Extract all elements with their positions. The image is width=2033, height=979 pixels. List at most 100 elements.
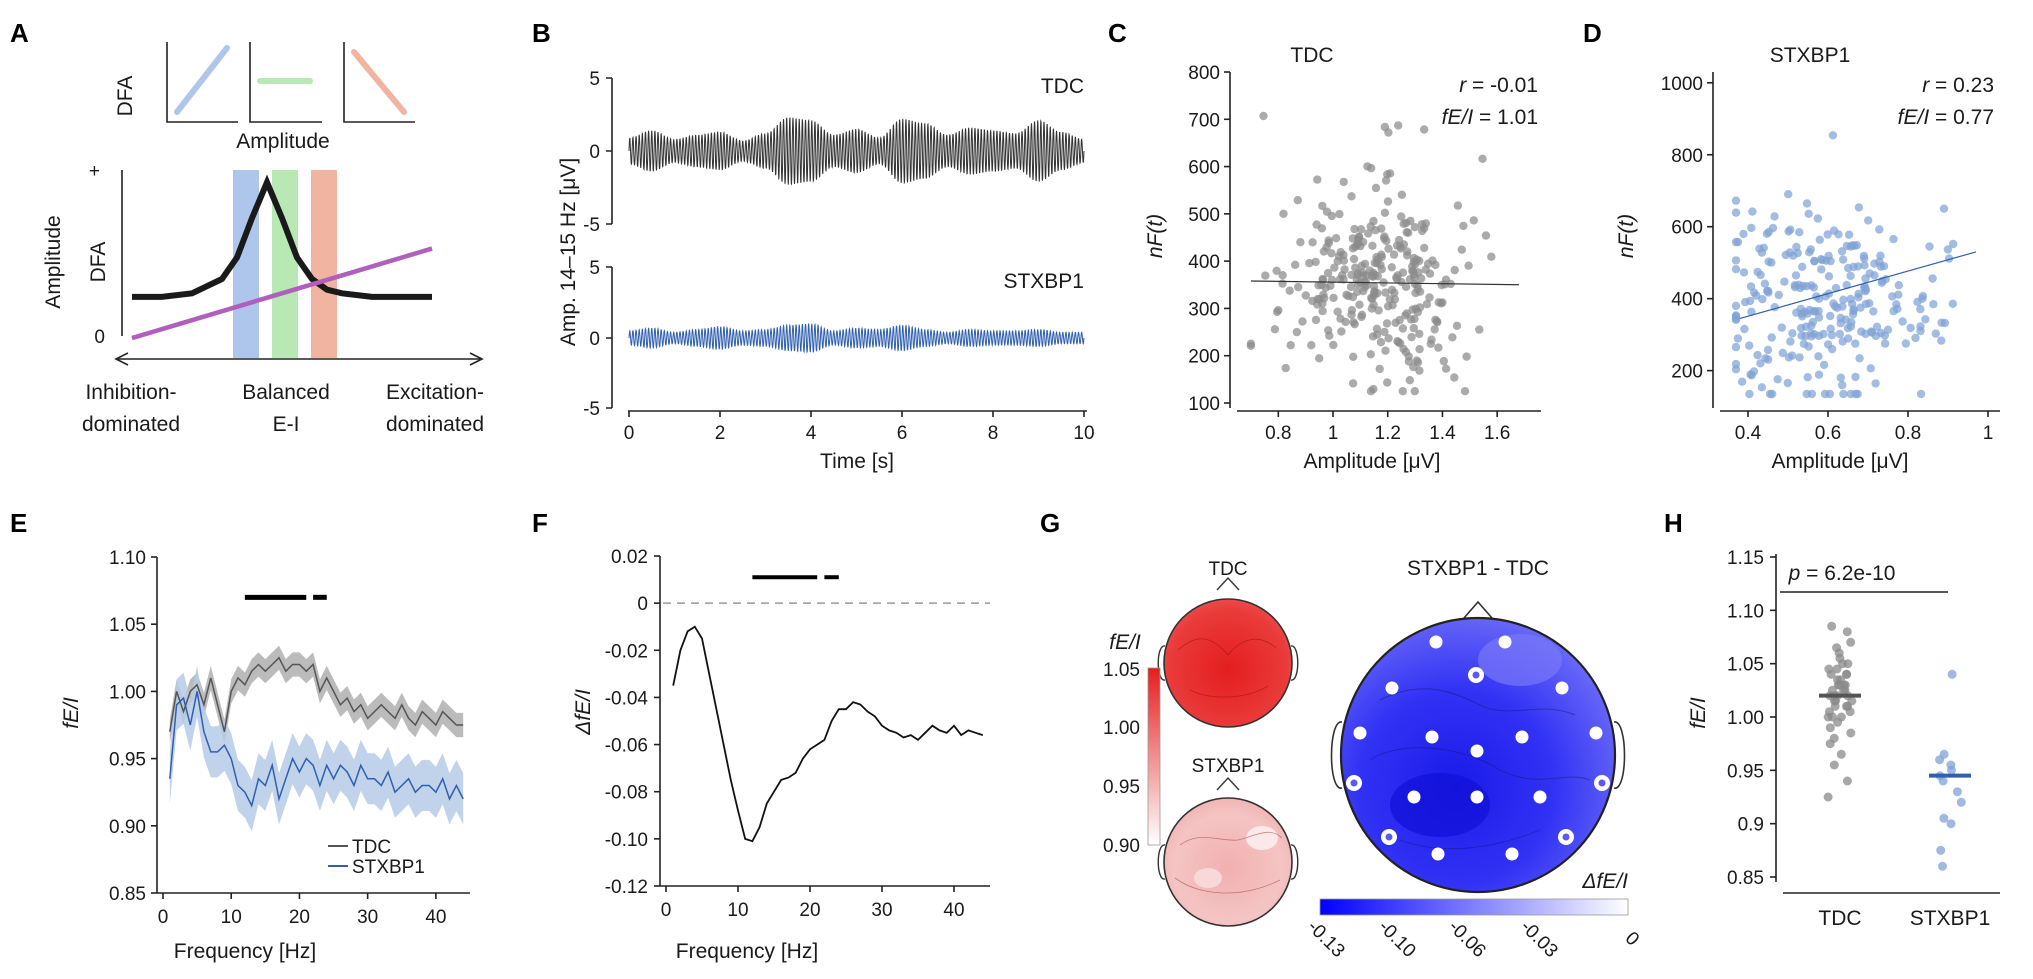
c-data-point bbox=[1323, 268, 1333, 278]
c-data-point bbox=[1350, 320, 1359, 329]
electrode-ring-center bbox=[1472, 671, 1480, 679]
c-data-point bbox=[1398, 324, 1408, 333]
c-data-point bbox=[1319, 247, 1329, 256]
d-data-point bbox=[1797, 331, 1806, 340]
d-data-point bbox=[1931, 329, 1941, 338]
d-data-point bbox=[1943, 245, 1953, 254]
c-data-point bbox=[1272, 266, 1281, 275]
c-data-point bbox=[1431, 260, 1440, 270]
c-data-point bbox=[1404, 357, 1414, 366]
d-data-point bbox=[1813, 214, 1823, 223]
panel-e-xticks: 0 10 20 30 40 bbox=[158, 893, 446, 928]
electrode-dot bbox=[1429, 635, 1443, 649]
c-data-point bbox=[1376, 338, 1386, 347]
panel-h-yticks: 1.15 1.10 1.05 1.00 0.95 0.9 0.85 bbox=[1727, 548, 1776, 889]
c-data-point bbox=[1368, 332, 1378, 341]
d-data-point bbox=[1856, 303, 1865, 312]
c-data-point bbox=[1370, 290, 1379, 300]
c-data-point bbox=[1462, 352, 1471, 361]
d-data-point bbox=[1861, 274, 1870, 283]
inset-increasing bbox=[166, 42, 238, 123]
d-data-point bbox=[1770, 212, 1779, 221]
c-ytick-label: 400 bbox=[1188, 252, 1220, 273]
d-data-point bbox=[1906, 323, 1915, 333]
electrode-dot bbox=[1505, 847, 1519, 861]
d-data-point bbox=[1791, 271, 1801, 280]
c-xtick-label: 1.4 bbox=[1429, 423, 1456, 444]
cbar-tick-100: 1.00 bbox=[1103, 718, 1140, 739]
h-data-point bbox=[1956, 797, 1966, 807]
c-data-point bbox=[1333, 307, 1342, 316]
f-xtick-label: 20 bbox=[799, 900, 820, 921]
panel-d-yticks: 1000 800 600 400 200 bbox=[1661, 74, 1713, 383]
b-xtick-10: 10 bbox=[1073, 423, 1094, 444]
d-data-point bbox=[1760, 279, 1770, 288]
d-data-point bbox=[1753, 267, 1762, 277]
d-data-point bbox=[1827, 344, 1837, 354]
cbar-tick-095: 0.95 bbox=[1103, 777, 1140, 798]
c-data-point bbox=[1339, 275, 1348, 284]
d-data-point bbox=[1786, 337, 1795, 346]
d-data-point bbox=[1851, 372, 1860, 382]
c-data-point bbox=[1340, 265, 1349, 274]
d-data-point bbox=[1837, 247, 1847, 256]
c-data-point bbox=[1350, 224, 1359, 234]
d-data-point bbox=[1860, 261, 1869, 270]
f-ytick-label: 0.02 bbox=[611, 547, 648, 568]
h-data-point bbox=[1939, 813, 1949, 823]
panel-c-points bbox=[1246, 111, 1496, 396]
electrode-dot bbox=[1407, 790, 1421, 804]
c-ytick-label: 700 bbox=[1188, 110, 1220, 131]
c-ytick-label: 800 bbox=[1188, 63, 1220, 84]
d-data-point bbox=[1839, 295, 1848, 304]
amplitude-axis-label: Amplitude bbox=[42, 215, 65, 308]
h-data-point bbox=[1843, 659, 1853, 669]
c-data-point bbox=[1347, 192, 1356, 201]
d-data-point bbox=[1764, 257, 1773, 266]
electrode-dot bbox=[1385, 681, 1399, 695]
h-data-point bbox=[1847, 696, 1857, 706]
e-ytick-label: 0.85 bbox=[109, 884, 146, 905]
electrode-dot bbox=[1498, 635, 1512, 649]
c-data-point bbox=[1422, 300, 1432, 309]
panel-e-xlabel: Frequency [Hz] bbox=[174, 940, 316, 963]
h-ytick-label: 1.15 bbox=[1727, 548, 1764, 569]
h-data-point bbox=[1823, 712, 1833, 722]
inhibition-label-1: Inhibition- bbox=[85, 381, 176, 404]
d-data-point bbox=[1875, 225, 1884, 234]
d-ytick-label: 400 bbox=[1671, 290, 1703, 311]
d-data-point bbox=[1745, 296, 1755, 306]
d-data-point bbox=[1767, 333, 1776, 342]
d-data-point bbox=[1745, 389, 1754, 399]
b-top-tick-5: 5 bbox=[589, 69, 600, 90]
stxbp1-head-map bbox=[1157, 776, 1299, 927]
c-data-point bbox=[1393, 241, 1402, 250]
c-data-point bbox=[1408, 266, 1418, 276]
c-data-point bbox=[1353, 235, 1363, 244]
d-data-point bbox=[1817, 265, 1826, 274]
c-data-point bbox=[1377, 224, 1386, 233]
c-data-point bbox=[1437, 280, 1446, 290]
c-data-point bbox=[1348, 379, 1358, 388]
c-data-point bbox=[1246, 339, 1256, 348]
c-data-point bbox=[1415, 329, 1424, 339]
b-bottom-tick-5: 5 bbox=[589, 258, 600, 279]
c-data-point bbox=[1487, 252, 1496, 261]
d-data-point bbox=[1814, 313, 1824, 322]
c-data-point bbox=[1412, 356, 1422, 365]
c-data-point bbox=[1415, 366, 1424, 375]
dfa-plus: + bbox=[89, 161, 100, 182]
electrode-dot bbox=[1515, 730, 1529, 744]
c-data-point bbox=[1301, 291, 1311, 300]
h-data-point bbox=[1939, 749, 1949, 759]
d-data-point bbox=[1731, 342, 1741, 352]
e-ytick-label: 0.90 bbox=[109, 817, 146, 838]
c-data-point bbox=[1411, 288, 1420, 298]
panel-e-label: E bbox=[10, 508, 27, 538]
c-data-point bbox=[1387, 263, 1397, 272]
d-data-point bbox=[1745, 341, 1754, 350]
d-data-point bbox=[1838, 380, 1847, 390]
d-data-point bbox=[1765, 389, 1775, 399]
d-data-point bbox=[1818, 255, 1827, 265]
c-data-point bbox=[1360, 259, 1370, 269]
